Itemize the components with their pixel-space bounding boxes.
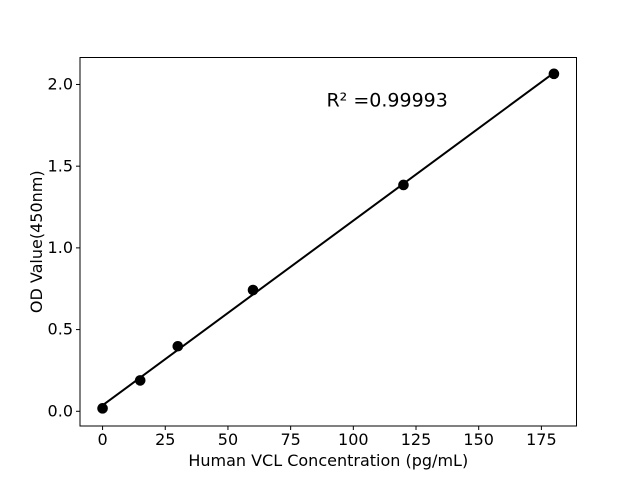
x-tick-label: 175 [526, 430, 557, 449]
x-tick-label: 0 [97, 430, 107, 449]
y-tick-label: 1.0 [48, 238, 73, 257]
x-tick-label: 75 [280, 430, 300, 449]
x-axis-label: Human VCL Concentration (pg/mL) [188, 451, 468, 470]
x-tick-label: 125 [401, 430, 432, 449]
y-tick-label: 2.0 [48, 75, 73, 94]
data-point [247, 284, 259, 296]
data-point [134, 375, 146, 386]
x-tick-label: 25 [155, 430, 175, 449]
y-tick-label: 0.5 [48, 320, 73, 339]
data-point [398, 179, 409, 191]
x-tick-label: 150 [463, 430, 494, 449]
y-axis-label: OD Value(450nm) [27, 170, 46, 313]
plot-border [79, 57, 577, 427]
data-point [97, 403, 108, 414]
x-tick-label: 100 [338, 430, 369, 449]
y-tick-label: 1.5 [48, 156, 73, 175]
r-squared-annotation: R² =0.99993 [326, 90, 447, 112]
x-tick-label: 50 [218, 430, 238, 449]
y-tick-label: 0.0 [48, 401, 73, 420]
data-point [172, 340, 184, 352]
data-point [548, 68, 560, 80]
